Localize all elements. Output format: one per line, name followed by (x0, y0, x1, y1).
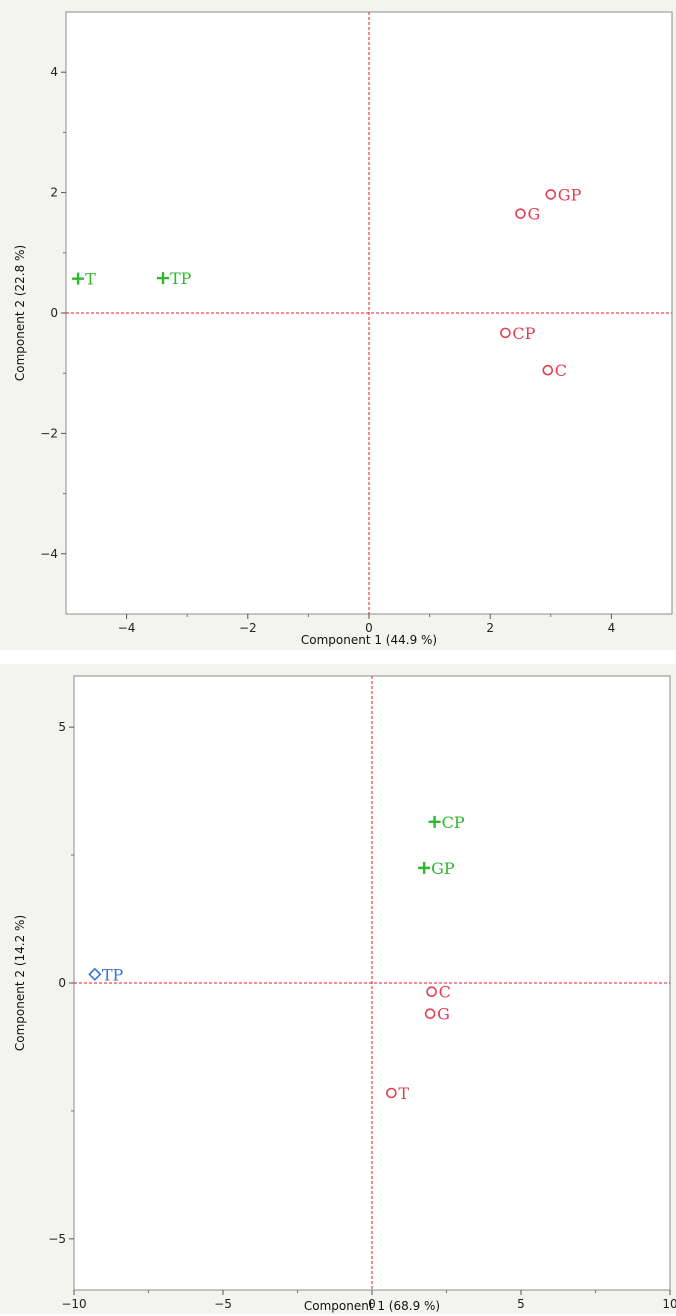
chart1-x-tick-label: 10 (662, 1297, 676, 1311)
plus-marker (156, 272, 169, 285)
point-label: CP (512, 324, 535, 343)
chart1-y-tick-label: 5 (58, 720, 66, 734)
point-label: C (555, 361, 567, 380)
chart0-point-cp: CP (500, 324, 536, 343)
point-label: TP (102, 965, 124, 984)
point-label: T (398, 1084, 409, 1103)
chart0-point-g: G (515, 205, 541, 224)
chart0-x-tick-label: 4 (608, 621, 616, 635)
chart1-y-tick-label: 0 (58, 976, 66, 990)
chart1-y-axis-label: Component 2 (14.2 %) (13, 915, 27, 1051)
point-label: GP (558, 185, 582, 204)
chart0-y-tick-label: 4 (50, 65, 58, 79)
circle-marker (500, 327, 511, 339)
chart0-y-tick-label: −2 (40, 426, 58, 440)
chart1-x-axis-label: Component 1 (68.9 %) (304, 1299, 440, 1313)
chart1-point-g: G (424, 1005, 450, 1024)
point-label: G (528, 205, 541, 224)
chart0-point-c: C (542, 361, 567, 380)
scatter-panel-top: −4 −2 0 2 4 −4 −2 0 2 4 Component 1 (44.9 %) Compon… (0, 0, 676, 650)
chart1-point-t: T (386, 1084, 409, 1103)
plus-marker (428, 815, 441, 828)
score-plot-top: −4 −2 0 2 4 −4 −2 0 2 4 Component 1 (44.9 %) Compon… (13, 11, 673, 647)
chart1-x-tick-label: −10 (61, 1297, 86, 1311)
chart1-x-tick-label: 5 (517, 1297, 525, 1311)
chart1-point-cp: CP (428, 813, 465, 832)
circle-marker (545, 189, 557, 200)
score-plot-bottom: −10 −5 0 5 10 −5 0 5 Component 1 (68.9 %) Compone… (13, 675, 676, 1313)
plus-marker (72, 272, 85, 285)
chart0-y-axis-label: Component 2 (22.8 %) (13, 245, 27, 381)
chart0-x-tick-label: −2 (239, 621, 257, 635)
point-label: C (439, 983, 451, 1002)
point-label: T (85, 270, 96, 289)
chart1-x-tick-label: 0 (368, 1297, 376, 1311)
diamond-marker (88, 967, 102, 981)
circle-marker (515, 208, 526, 219)
chart1-x-tick-label: −5 (214, 1297, 232, 1311)
circle-marker (542, 364, 554, 376)
circle-marker (426, 986, 437, 997)
chart1-point-c: C (426, 983, 451, 1002)
plus-marker (418, 861, 431, 874)
point-label: G (437, 1005, 450, 1024)
chart1-y-tick-label: −5 (48, 1232, 66, 1246)
circle-marker (386, 1087, 397, 1099)
chart0-x-axis-label: Component 1 (44.9 %) (301, 633, 437, 647)
scatter-panel-bottom: −10 −5 0 5 10 −5 0 5 Component 1 (68.9 %) Compone… (0, 664, 676, 1314)
point-label: GP (431, 859, 455, 878)
chart0-y-tick-label: 0 (50, 306, 58, 320)
point-label: TP (170, 269, 192, 288)
chart0-y-tick-label: −4 (40, 547, 58, 561)
chart0-point-t: T (72, 270, 96, 289)
circle-marker (424, 1008, 436, 1020)
chart0-x-tick-label: −4 (118, 621, 136, 635)
chart0-x-tick-label: 0 (365, 621, 373, 635)
chart1-point-gp: GP (418, 859, 455, 878)
chart0-y-tick-label: 2 (50, 186, 58, 200)
chart0-x-tick-label: 2 (486, 621, 494, 635)
chart0-point-gp: GP (545, 185, 582, 204)
chart0-point-tp: TP (156, 269, 192, 288)
point-label: CP (442, 813, 465, 832)
chart1-point-tp: TP (88, 965, 124, 984)
